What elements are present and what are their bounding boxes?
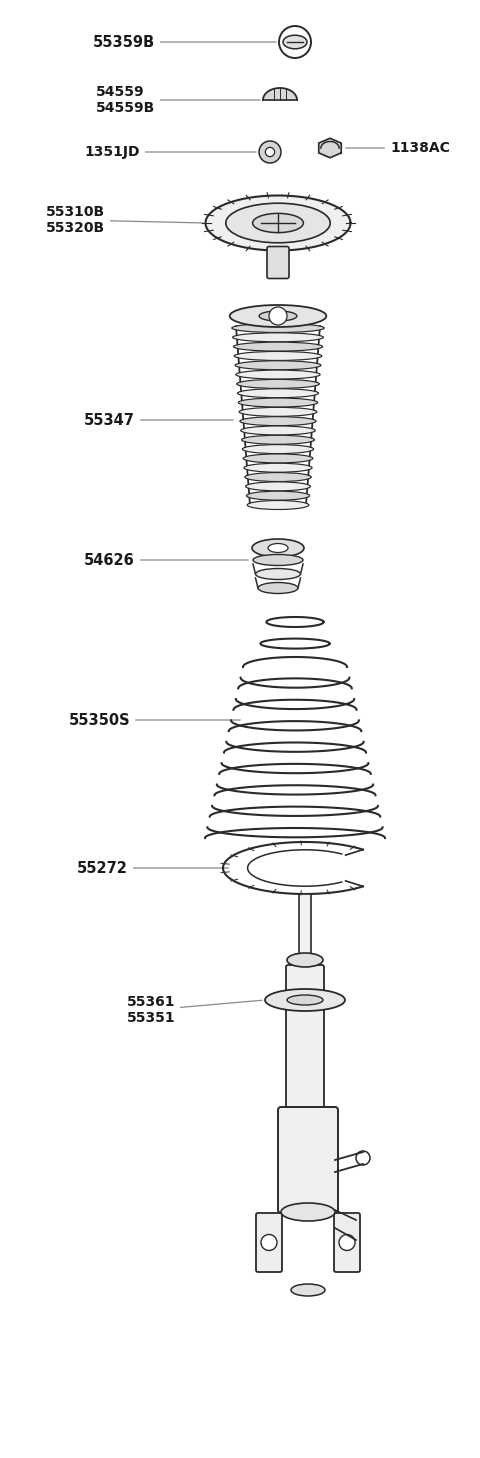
Ellipse shape xyxy=(241,436,314,445)
Ellipse shape xyxy=(258,583,298,593)
Polygon shape xyxy=(319,139,341,157)
Text: 54626: 54626 xyxy=(84,553,248,567)
FancyBboxPatch shape xyxy=(334,1213,360,1271)
Ellipse shape xyxy=(252,539,304,557)
Ellipse shape xyxy=(244,464,312,472)
Ellipse shape xyxy=(287,994,323,1005)
FancyBboxPatch shape xyxy=(299,894,311,961)
Text: 55359B: 55359B xyxy=(93,35,276,50)
FancyBboxPatch shape xyxy=(286,965,324,1112)
Circle shape xyxy=(259,141,281,163)
Ellipse shape xyxy=(247,500,309,509)
Text: 1351JD: 1351JD xyxy=(84,144,256,159)
FancyBboxPatch shape xyxy=(256,1213,282,1271)
Text: 54559
54559B: 54559 54559B xyxy=(96,85,260,115)
Ellipse shape xyxy=(230,305,326,327)
Ellipse shape xyxy=(232,324,324,332)
Ellipse shape xyxy=(283,35,307,48)
Text: 55347: 55347 xyxy=(84,413,233,427)
Ellipse shape xyxy=(226,203,330,243)
Ellipse shape xyxy=(243,453,313,464)
Text: 55350S: 55350S xyxy=(68,713,240,728)
Text: 55310B
55320B: 55310B 55320B xyxy=(46,206,203,235)
Ellipse shape xyxy=(242,445,313,453)
Ellipse shape xyxy=(259,311,297,321)
Ellipse shape xyxy=(233,332,324,341)
Ellipse shape xyxy=(287,954,323,967)
Ellipse shape xyxy=(238,389,319,398)
Ellipse shape xyxy=(281,1203,335,1220)
Ellipse shape xyxy=(237,379,319,388)
Ellipse shape xyxy=(246,491,310,500)
Ellipse shape xyxy=(240,426,315,434)
Ellipse shape xyxy=(233,343,323,351)
Circle shape xyxy=(269,308,287,325)
Circle shape xyxy=(339,1235,355,1251)
Ellipse shape xyxy=(239,407,317,417)
Ellipse shape xyxy=(246,481,311,491)
Ellipse shape xyxy=(240,417,316,426)
Ellipse shape xyxy=(236,370,320,379)
FancyBboxPatch shape xyxy=(267,246,289,278)
Circle shape xyxy=(261,1235,277,1251)
Polygon shape xyxy=(205,195,350,251)
Ellipse shape xyxy=(234,351,322,360)
Text: 1138AC: 1138AC xyxy=(346,141,450,155)
Polygon shape xyxy=(263,87,297,101)
Ellipse shape xyxy=(235,360,321,370)
Ellipse shape xyxy=(253,554,303,566)
Ellipse shape xyxy=(268,544,288,553)
Circle shape xyxy=(265,147,275,156)
Ellipse shape xyxy=(265,989,345,1010)
Ellipse shape xyxy=(255,569,300,579)
Ellipse shape xyxy=(252,213,303,233)
Ellipse shape xyxy=(245,472,311,481)
Ellipse shape xyxy=(238,398,318,407)
Text: 55361
55351: 55361 55351 xyxy=(126,994,262,1025)
Ellipse shape xyxy=(291,1284,325,1296)
FancyBboxPatch shape xyxy=(278,1107,338,1213)
Text: 55272: 55272 xyxy=(77,860,228,875)
